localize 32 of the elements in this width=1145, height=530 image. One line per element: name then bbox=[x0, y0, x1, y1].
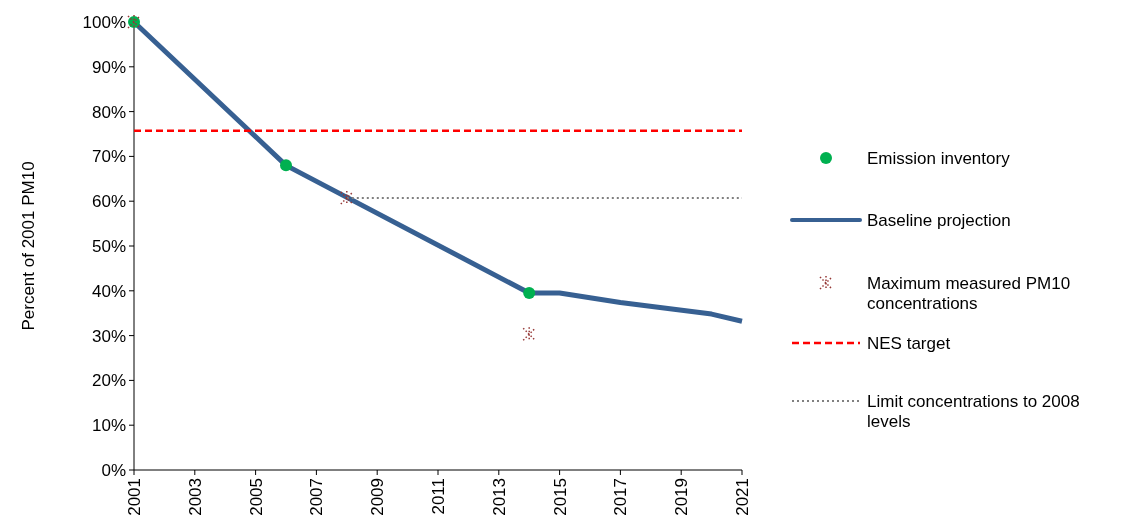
x-tick-label: 2001 bbox=[124, 478, 144, 516]
x-tick-label: 2019 bbox=[672, 478, 692, 516]
x-tick-label: 2015 bbox=[550, 478, 570, 516]
y-tick-label: 30% bbox=[91, 326, 126, 346]
x-tick-label: 2021 bbox=[732, 478, 752, 516]
legend-label: NES target bbox=[867, 333, 951, 353]
y-tick-label: 70% bbox=[91, 147, 126, 167]
y-axis-title: Percent of 2001 PM10 bbox=[18, 161, 38, 331]
x-tick-label: 2005 bbox=[246, 478, 266, 516]
legend-label: Maximum measured PM10 concentrations bbox=[867, 273, 1071, 314]
x-tick-label: 2009 bbox=[368, 478, 388, 516]
y-tick-label: 80% bbox=[91, 102, 126, 122]
legend-label: Limit concentrations to 2008 levels bbox=[867, 391, 1080, 432]
y-tick-label: 10% bbox=[91, 416, 126, 436]
x-tick-label: 2011 bbox=[428, 478, 448, 515]
point bbox=[340, 190, 354, 206]
x-tick-label: 2003 bbox=[185, 478, 205, 516]
y-tick-label: 100% bbox=[82, 12, 126, 32]
y-tick-label: 0% bbox=[101, 460, 126, 480]
legend-label: Baseline projection bbox=[867, 210, 1011, 230]
point bbox=[522, 326, 536, 343]
point bbox=[523, 287, 536, 300]
y-tick-label: 20% bbox=[91, 371, 126, 391]
legend-label: Emission inventory bbox=[867, 148, 1011, 168]
y-tick-label: 90% bbox=[91, 57, 126, 77]
x-tick-label: 2013 bbox=[489, 478, 509, 516]
y-tick-label: 50% bbox=[91, 236, 126, 256]
y-tick-label: 40% bbox=[91, 281, 126, 301]
point bbox=[280, 159, 292, 172]
y-tick-label: 60% bbox=[91, 192, 126, 212]
x-tick-label: 2007 bbox=[307, 478, 327, 516]
x-tick-label: 2017 bbox=[611, 478, 631, 516]
